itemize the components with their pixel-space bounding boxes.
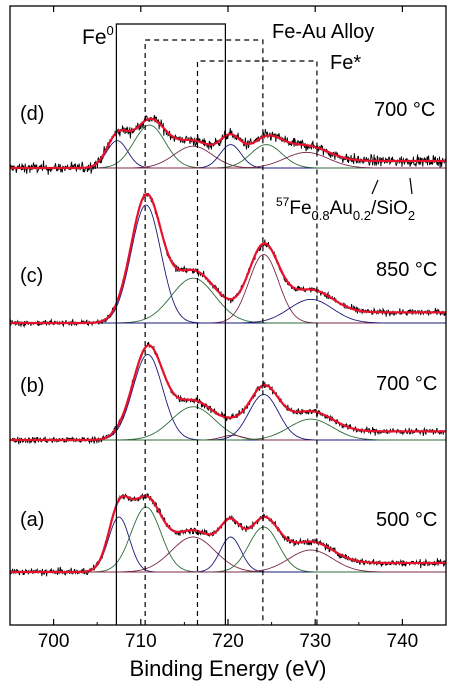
x-tick-label: 740 (387, 631, 419, 652)
fit-envelope-line (10, 494, 446, 574)
series-a-label: (a) (20, 509, 44, 531)
fit-component-line (10, 526, 446, 573)
series-d-group (10, 114, 446, 175)
x-tick-label: 710 (125, 631, 157, 652)
sample-pointer-right (409, 177, 413, 195)
reference-bracket (115, 23, 226, 625)
fe0-label: Fe0 (82, 23, 114, 49)
sample-composition-label: 57Fe0.8Au0.2/SiO2 (276, 195, 415, 223)
series-b-group (10, 341, 446, 445)
series-d-label: (d) (20, 103, 44, 125)
fit-envelope-line (10, 344, 446, 442)
annotations: Fe0 Fe-Au Alloy Fe* 57Fe0.8Au0.2/SiO2 (d… (20, 21, 437, 681)
fit-component-line (10, 536, 446, 573)
reference-lines (115, 23, 318, 625)
fit-envelope-line (10, 192, 446, 325)
fit-component-line (10, 277, 446, 324)
x-tick-label: 730 (299, 631, 331, 652)
reference-bracket (196, 60, 318, 625)
sample-pointer-left (371, 179, 379, 195)
fit-component-line (10, 418, 446, 441)
x-tick-label: 720 (212, 631, 244, 652)
series-c-temperature: 850 °C (376, 259, 437, 281)
fe-star-label: Fe* (330, 52, 361, 74)
series-c-label: (c) (20, 265, 43, 287)
fit-component-line (10, 354, 446, 441)
series-a-group (10, 492, 446, 577)
fit-component-line (10, 536, 446, 573)
spectra-traces (10, 114, 446, 577)
series-b-label: (b) (20, 375, 44, 397)
x-tick-label: 700 (38, 631, 70, 652)
x-axis-label: Binding Energy (eV) (130, 656, 327, 681)
series-b-temperature: 700 °C (376, 373, 437, 395)
series-d-temperature: 700 °C (374, 99, 435, 121)
series-a-temperature: 500 °C (376, 509, 437, 531)
x-axis-ticks: 700 710 720 730 740 (9, 6, 447, 652)
fit-component-line (10, 406, 446, 441)
fit-envelope-line (10, 117, 446, 170)
series-c-group (10, 192, 446, 329)
fe-au-alloy-label: Fe-Au Alloy (272, 21, 374, 43)
reference-bracket (144, 39, 264, 625)
